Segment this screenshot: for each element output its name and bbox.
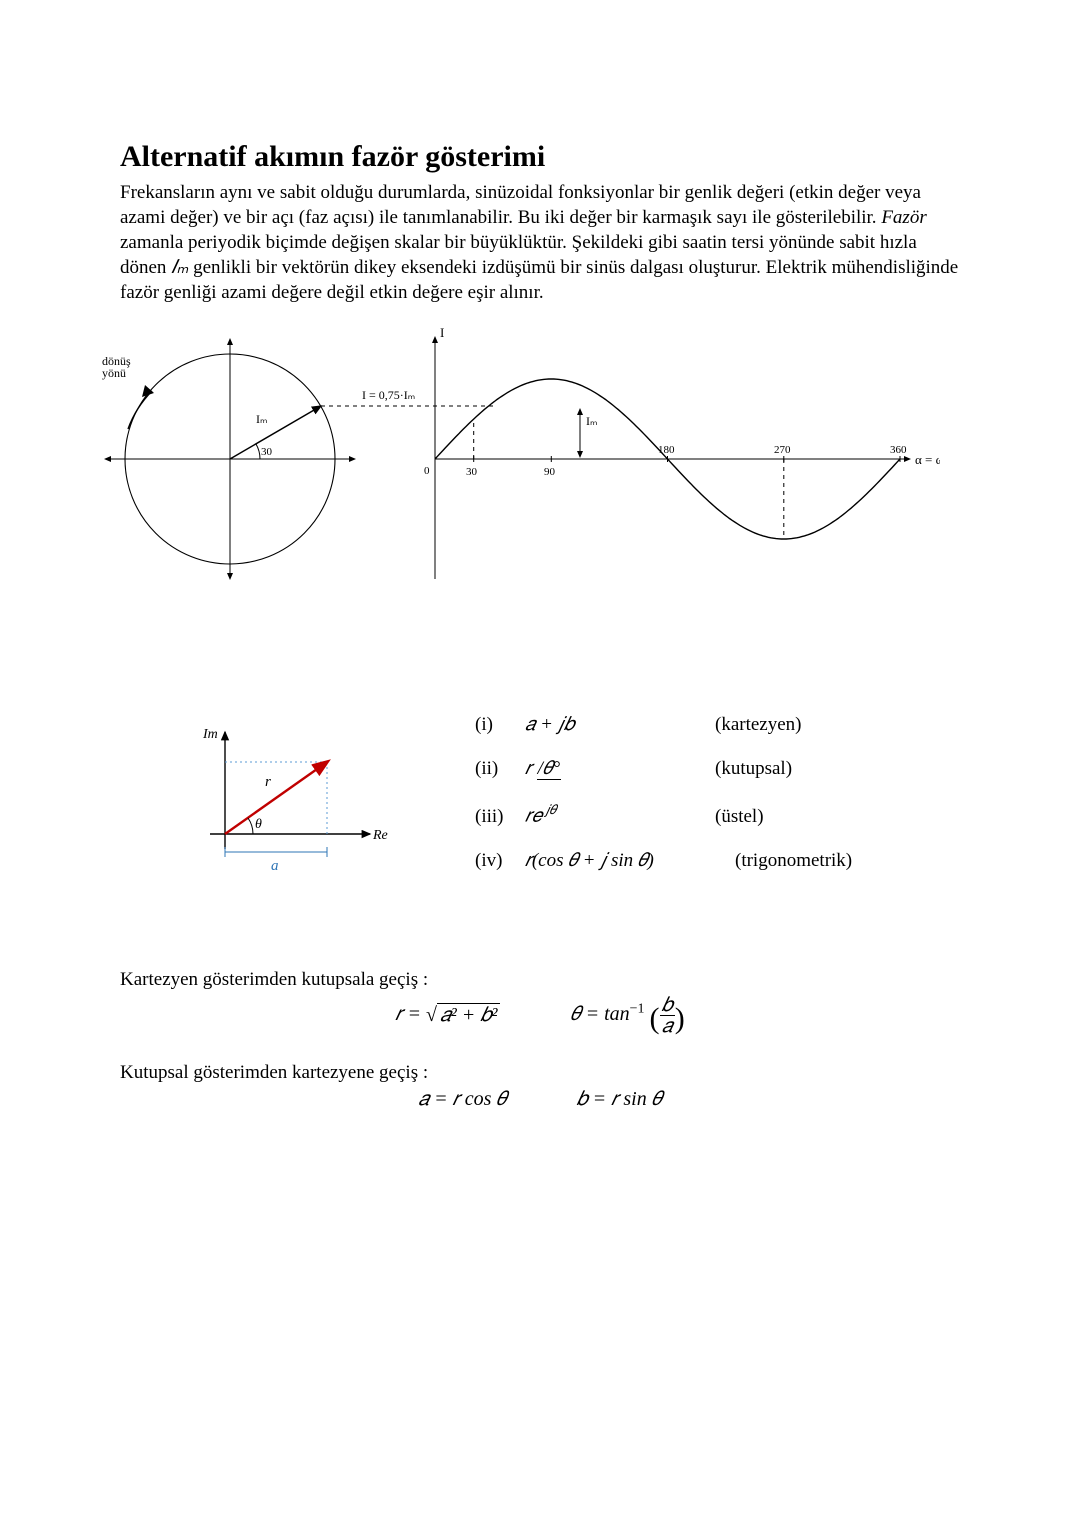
- para-part1: Frekansların aynı ve sabit olduğu duruml…: [120, 182, 921, 228]
- phasor-sine-svg: 30 dönüş yönü Iₘ I = 0,75·Iₘ I 0: [100, 319, 940, 619]
- rep-label: (kutupsal): [715, 758, 792, 780]
- eq-b: 𝑏 = 𝑟 sin 𝜃: [577, 1088, 662, 1110]
- section-polar-to-cart: Kutupsal gösterimden kartezyene geçiş :: [120, 1062, 960, 1084]
- phasor-vector: [230, 406, 321, 459]
- projection-label: I = 0,75·Iₘ: [362, 388, 415, 402]
- section-cart-to-polar: Kartezyen gösterimden kutupsala geçiş :: [120, 969, 960, 991]
- rep-num: (ii): [475, 758, 525, 780]
- re-label: Re: [372, 828, 388, 843]
- rep-formula-exp: 𝑟𝑒 𝑗𝜃: [525, 802, 715, 827]
- notation-row: Im Re r θ a (i) 𝑎: [120, 714, 960, 899]
- eq-radicand: 𝑎² + 𝑏²: [437, 1003, 501, 1026]
- theta-label: θ: [255, 817, 262, 832]
- rep-num: (iii): [475, 806, 525, 828]
- eq-r: 𝑟 =: [395, 1003, 426, 1025]
- representation-list: (i) 𝑎 + 𝑗𝑏 (kartezyen) (ii) 𝑟 /𝜃° (kutup…: [475, 714, 852, 893]
- im-label: Im: [202, 727, 218, 742]
- complex-vector: [225, 762, 327, 834]
- angle-arc: [256, 444, 260, 459]
- r-label: r: [265, 774, 271, 790]
- rep-label: (kartezyen): [715, 714, 802, 736]
- complex-plane-svg: Im Re r θ a: [195, 724, 395, 894]
- rep-formula: 𝑎 + 𝑗𝑏: [525, 714, 715, 736]
- svg-text:360: 360: [890, 444, 907, 456]
- eq-frac-den: 𝑎: [660, 1016, 675, 1036]
- sine-y-label: I: [440, 325, 444, 340]
- rotation-label: dönüş yönü: [102, 354, 134, 380]
- rep-item: (iii) 𝑟𝑒 𝑗𝜃 (üstel): [475, 802, 852, 827]
- intro-paragraph: Frekansların aynı ve sabit olduğu duruml…: [120, 180, 960, 305]
- svg-text:30: 30: [466, 466, 478, 478]
- complex-plane-figure: Im Re r θ a: [195, 724, 395, 899]
- eq-a: 𝑎 = 𝑟 cos 𝜃: [418, 1088, 506, 1110]
- a-label: a: [271, 858, 279, 874]
- rep-item: (ii) 𝑟 /𝜃° (kutupsal): [475, 758, 852, 780]
- eq-frac-num: 𝑏: [660, 995, 675, 1016]
- angle-label: 30: [261, 446, 273, 458]
- svg-text:180: 180: [658, 444, 675, 456]
- sine-x-label: α = ω·t: [915, 452, 940, 467]
- rep-item: (i) 𝑎 + 𝑗𝑏 (kartezyen): [475, 714, 852, 736]
- rep-label: (üstel): [715, 806, 764, 828]
- sine-ticks: 30 90 180 270 360: [466, 444, 907, 478]
- sine-origin-label: 0: [424, 465, 430, 477]
- para-part3: genlikli bir vektörün dikey eksendeki iz…: [120, 257, 958, 303]
- para-im: 𝐼ₘ: [171, 257, 188, 278]
- eq-polar-to-cart: 𝑎 = 𝑟 cos 𝜃 𝑏 = 𝑟 sin 𝜃: [120, 1088, 960, 1111]
- eq-theta-pre: 𝜃 = tan: [570, 1003, 629, 1025]
- theta-arc: [248, 818, 253, 834]
- rep-num: (i): [475, 714, 525, 736]
- para-em: Fazör: [881, 207, 926, 228]
- sine-im-label: Iₘ: [586, 414, 597, 428]
- vector-im-label: Iₘ: [256, 412, 267, 426]
- rep-label: (trigonometrik): [735, 850, 852, 872]
- rep-formula-polar: 𝑟 /𝜃°: [525, 758, 715, 780]
- rep-item: (iv) 𝑟(cos 𝜃 + 𝑗 sin 𝜃) (trigonometrik): [475, 850, 852, 872]
- rep-formula: 𝑟(cos 𝜃 + 𝑗 sin 𝜃): [525, 850, 735, 872]
- rep-num: (iv): [475, 850, 525, 872]
- svg-text:270: 270: [774, 444, 791, 456]
- page: Alternatif akımın fazör gösterimi Frekan…: [0, 0, 1080, 1527]
- eq-theta-exp: −1: [630, 1002, 645, 1017]
- phasor-sine-figure: 30 dönüş yönü Iₘ I = 0,75·Iₘ I 0: [100, 319, 940, 624]
- eq-cart-to-polar: 𝑟 = √𝑎² + 𝑏² 𝜃 = tan−1 (𝑏𝑎): [120, 995, 960, 1036]
- svg-text:90: 90: [544, 466, 556, 478]
- page-title: Alternatif akımın fazör gösterimi: [120, 140, 960, 174]
